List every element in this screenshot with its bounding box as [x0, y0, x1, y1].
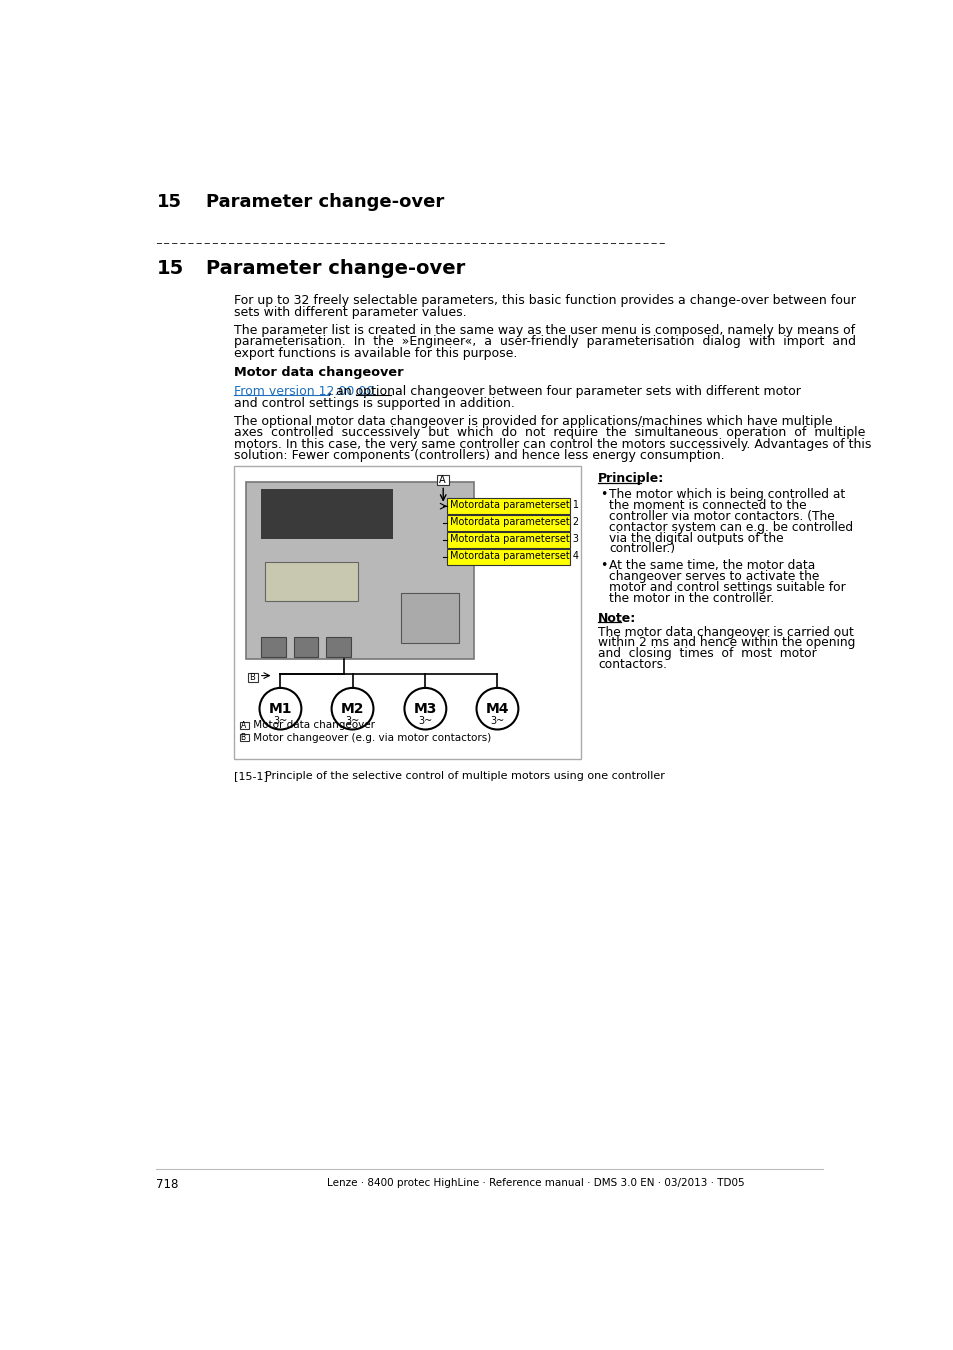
Text: The optional motor data changeover is provided for applications/machines which h: The optional motor data changeover is pr… [233, 414, 832, 428]
Bar [400, 593, 458, 643]
Text: controller via motor contactors. (The: controller via motor contactors. (The [608, 510, 834, 522]
Text: Lenze · 8400 protec HighLine · Reference manual · DMS 3.0 EN · 03/2013 · TD05: Lenze · 8400 protec HighLine · Reference… [326, 1179, 743, 1188]
Text: Principle:: Principle: [598, 472, 663, 485]
Circle shape [404, 688, 446, 729]
Text: 3~: 3~ [345, 717, 359, 726]
Bar [326, 637, 351, 657]
Circle shape [259, 688, 301, 729]
Text: B: B [249, 672, 254, 682]
Circle shape [476, 688, 517, 729]
Bar [447, 549, 569, 564]
Text: 15: 15 [156, 259, 184, 278]
Text: the moment is connected to the: the moment is connected to the [608, 500, 806, 512]
Circle shape [332, 688, 373, 729]
Text: A: A [240, 721, 246, 730]
Text: 15: 15 [156, 193, 181, 211]
Bar [447, 532, 569, 548]
Text: The motor which is being controlled at: The motor which is being controlled at [608, 489, 844, 501]
Text: motor and control settings suitable for: motor and control settings suitable for [608, 580, 845, 594]
Bar [233, 466, 580, 759]
Text: M2: M2 [340, 702, 364, 716]
Text: At the same time, the motor data: At the same time, the motor data [608, 559, 815, 572]
Bar [248, 674, 257, 682]
Text: controller.): controller.) [608, 543, 675, 555]
Text: 718: 718 [156, 1179, 178, 1192]
Bar [240, 722, 249, 729]
Text: via the digital outputs of the: via the digital outputs of the [608, 532, 782, 544]
Text: , an optional changeover between four parameter sets with different motor: , an optional changeover between four pa… [328, 385, 800, 398]
Text: M3: M3 [414, 702, 436, 716]
Text: Parameter change-over: Parameter change-over [206, 259, 465, 278]
Text: For up to 32 freely selectable parameters, this basic function provides a change: For up to 32 freely selectable parameter… [233, 294, 855, 308]
Text: From version 12.00.00: From version 12.00.00 [233, 385, 374, 398]
Text: •: • [599, 559, 607, 572]
Text: 3~: 3~ [490, 717, 504, 726]
Bar [261, 489, 393, 539]
Text: The parameter list is created in the same way as the user menu is composed, name: The parameter list is created in the sam… [233, 324, 854, 336]
Text: [15-1]: [15-1] [233, 771, 268, 782]
Bar [261, 637, 286, 657]
Text: the motor in the controller.: the motor in the controller. [608, 591, 774, 605]
Text: contactors.: contactors. [598, 657, 666, 671]
Text: Motor data changeover: Motor data changeover [233, 366, 403, 379]
Text: export functions is available for this purpose.: export functions is available for this p… [233, 347, 517, 360]
Text: and control settings is supported in addition.: and control settings is supported in add… [233, 397, 515, 410]
Text: Note:: Note: [598, 612, 636, 625]
Bar [265, 563, 357, 601]
Bar [447, 498, 569, 514]
Text: Parameter change-over: Parameter change-over [206, 193, 444, 211]
Text: M4: M4 [485, 702, 509, 716]
Text: 3~: 3~ [417, 717, 432, 726]
Text: •: • [599, 489, 607, 501]
Text: and  closing  times  of  most  motor: and closing times of most motor [598, 647, 816, 660]
Text: The motor data changeover is carried out: The motor data changeover is carried out [598, 625, 853, 639]
Text: B: B [240, 733, 246, 743]
Text: A: A [439, 475, 445, 485]
Text: axes  controlled  successively  but  which  do  not  require  the  simultaneous : axes controlled successively but which d… [233, 427, 864, 439]
Text: Motordata parameterset 2: Motordata parameterset 2 [450, 517, 578, 526]
Text: 3~: 3~ [274, 717, 287, 726]
Text: Motor changeover (e.g. via motor contactors): Motor changeover (e.g. via motor contact… [250, 733, 491, 743]
Bar [436, 475, 449, 486]
Bar [240, 734, 249, 741]
Text: Motordata parameterset 4: Motordata parameterset 4 [450, 551, 578, 560]
Text: Principle of the selective control of multiple motors using one controller: Principle of the selective control of mu… [265, 771, 664, 782]
Text: M1: M1 [269, 702, 292, 716]
Text: contactor system can e.g. be controlled: contactor system can e.g. be controlled [608, 521, 852, 533]
Text: parameterisation.  In  the  »Engineer«,  a  user-friendly  parameterisation  dia: parameterisation. In the »Engineer«, a u… [233, 335, 855, 348]
Bar [447, 516, 569, 531]
Text: _ _ _ _ _ _ _ _ _ _ _ _ _ _ _ _ _ _ _ _ _ _ _ _ _ _ _ _ _ _ _ _ _ _ _ _ _ _ _ _ : _ _ _ _ _ _ _ _ _ _ _ _ _ _ _ _ _ _ _ _ … [156, 232, 668, 243]
Text: sets with different parameter values.: sets with different parameter values. [233, 306, 466, 319]
Text: Motordata parameterset 1: Motordata parameterset 1 [450, 500, 578, 510]
Text: changeover serves to activate the: changeover serves to activate the [608, 570, 819, 583]
Bar [294, 637, 318, 657]
Text: Motordata parameterset 3: Motordata parameterset 3 [450, 533, 578, 544]
Text: Motor data changeover: Motor data changeover [250, 721, 375, 730]
Text: motors. In this case, the very same controller can control the motors successive: motors. In this case, the very same cont… [233, 437, 870, 451]
Text: solution: Fewer components (controllers) and hence less energy consumption.: solution: Fewer components (controllers)… [233, 450, 724, 462]
Bar [245, 482, 474, 659]
Text: within 2 ms and hence within the opening: within 2 ms and hence within the opening [598, 636, 855, 649]
